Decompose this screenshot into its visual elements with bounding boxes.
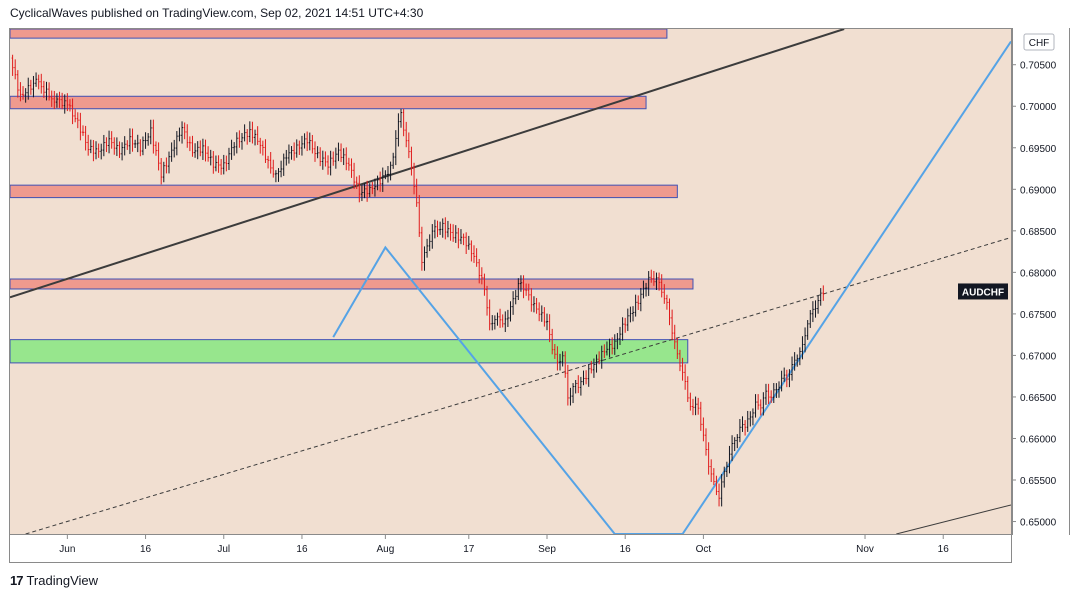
resistance-zone-1 [10,95,647,110]
time-tick-label: 16 [140,544,152,555]
price-tick-label: 0.69500 [1020,144,1057,155]
time-tick-label: 16 [938,544,950,555]
price-tick-label: 0.68000 [1020,268,1057,279]
symbol-badge [958,283,1008,300]
price-tick-label: 0.66000 [1020,434,1057,445]
time-tick-label: Nov [856,544,874,555]
footer-brand-label: TradingView [26,573,99,588]
price-tick-label: 0.67500 [1020,310,1057,321]
time-tick-label: Jun [59,544,75,555]
support-zone-4 [10,339,689,364]
time-tick-label: Aug [376,544,394,555]
time-axis[interactable] [9,535,1012,563]
symbol-badge-label: AUDCHF [962,287,1004,298]
time-tick-label: Sep [538,544,556,555]
time-tick-label: Oct [696,544,712,555]
price-tick-label: 0.70000 [1020,102,1057,113]
trendline-0 [10,29,845,299]
price-tick-label: 0.65500 [1020,476,1057,487]
resistance-zone-0 [10,29,668,39]
resistance-zone-2 [10,184,678,199]
publish-header: CyclicalWaves published on TradingView.c… [10,6,424,20]
resistance-zone-3 [10,278,694,290]
plot-area [10,29,1011,534]
price-tick-label: 0.68500 [1020,227,1057,238]
footer-brand: 17 TradingView [10,573,98,588]
price-tick-label: 0.66500 [1020,393,1057,404]
price-tick-label: 0.67000 [1020,351,1057,362]
time-tick-label: 16 [296,544,308,555]
currency-badge [1023,33,1055,51]
tradingview-logo-icon: 17 [10,573,24,588]
currency-label: CHF [1029,38,1050,49]
price-axis[interactable] [1012,28,1070,535]
time-tick-label: Jul [217,544,230,555]
price-tick-label: 0.70500 [1020,61,1057,72]
time-tick-label: 17 [463,544,475,555]
trendline-2 [896,504,1011,534]
price-tick-label: 0.65000 [1020,518,1057,529]
price-tick-label: 0.69000 [1020,185,1057,196]
time-tick-label: 16 [620,544,632,555]
